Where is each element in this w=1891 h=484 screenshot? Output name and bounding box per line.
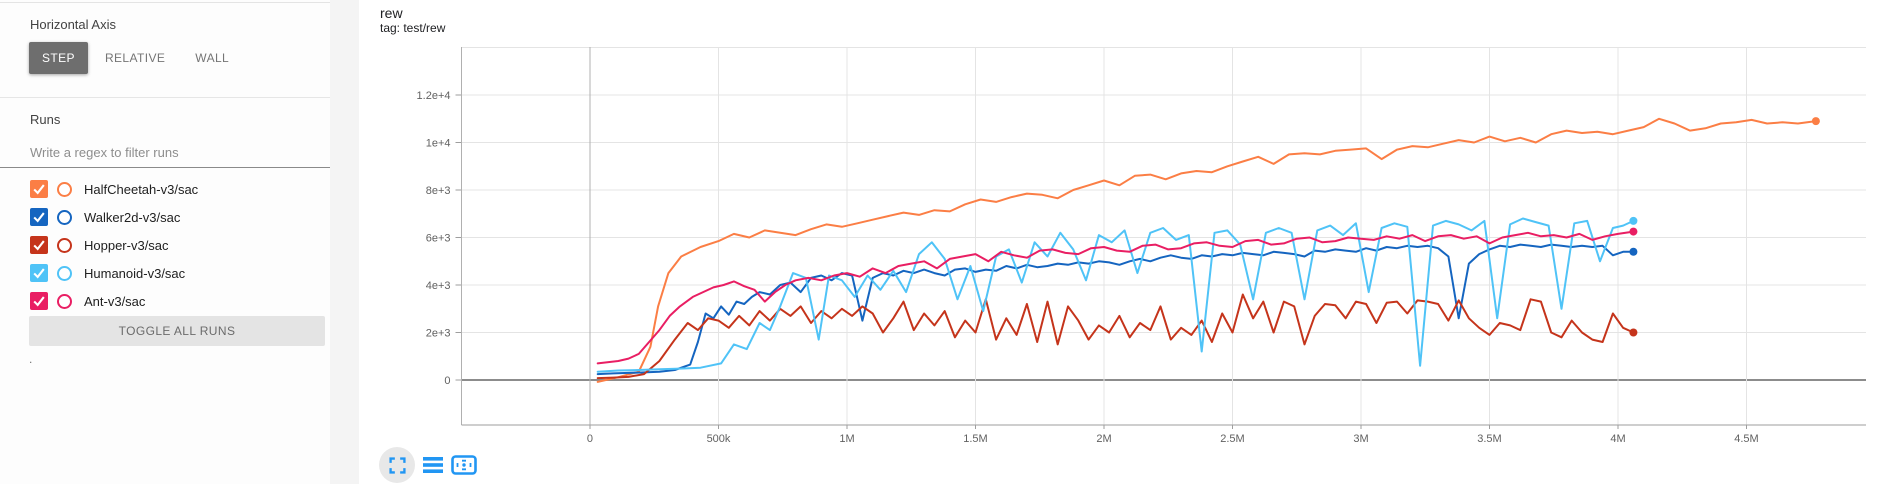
scalar-chart[interactable]: 0 2e+3 4e+3 6e+3 8e+3 1e+4 1.2e+4 0 500k 1M 1.5M 2M… <box>359 0 1891 484</box>
series-end-dot <box>1811 117 1820 126</box>
run-checkbox-icon[interactable] <box>30 208 48 226</box>
runs-list: HalfCheetah-v3/sac Walker2d-v3/sac Hopper-… <box>0 175 330 315</box>
run-filter-field <box>0 140 330 168</box>
axis-mode-step-button[interactable]: STEP <box>29 42 88 74</box>
axis-mode-wall-button[interactable]: WALL <box>182 42 242 74</box>
run-row[interactable]: Humanoid-v3/sac <box>0 259 330 287</box>
chart-toolbar <box>379 447 477 483</box>
series-line[interactable] <box>596 293 1635 380</box>
run-label: Walker2d-v3/sac <box>84 209 181 225</box>
runs-heading: Runs <box>30 112 61 127</box>
series-end-dot <box>1629 216 1638 225</box>
series-end-dot <box>1629 328 1638 337</box>
run-checkbox-icon[interactable] <box>30 180 48 198</box>
log-scale-icon[interactable] <box>420 447 446 483</box>
expand-icon[interactable] <box>379 447 415 483</box>
section-divider <box>0 97 330 98</box>
toggle-all-runs-button[interactable]: TOGGLE ALL RUNS <box>29 316 325 346</box>
run-label: HalfCheetah-v3/sac <box>84 181 199 197</box>
axis-mode-relative-button[interactable]: RELATIVE <box>92 42 178 74</box>
x-tick-label: 0 <box>587 433 593 445</box>
run-row[interactable]: Ant-v3/sac <box>0 287 330 315</box>
chart-card: rew tag: test/rew 0 2e+3 4e+3 6e+3 8e+3 1e+4 1… <box>359 0 1891 484</box>
run-color-radio-icon[interactable] <box>57 237 72 253</box>
run-checkbox-icon[interactable] <box>30 264 48 282</box>
y-tick-label: 6e+3 <box>426 233 451 245</box>
x-tick-label: 500k <box>707 433 731 445</box>
x-tick-label: 3M <box>1353 433 1368 445</box>
run-checkbox-icon[interactable] <box>30 236 48 254</box>
series-end-dot <box>1629 227 1638 236</box>
run-label: Humanoid-v3/sac <box>84 265 186 281</box>
x-tick-label: 1.5M <box>963 433 987 445</box>
sidebar-footnote: . <box>29 352 33 366</box>
horizontal-axis-heading: Horizontal Axis <box>30 17 116 32</box>
y-tick-label: 0 <box>444 375 450 387</box>
run-color-radio-icon[interactable] <box>57 265 72 281</box>
series-line[interactable] <box>596 117 1817 383</box>
sidebar-top-divider <box>0 2 330 3</box>
x-tick-label: 3.5M <box>1477 433 1501 445</box>
y-tick-label: 4e+3 <box>426 280 451 292</box>
run-row[interactable]: Walker2d-v3/sac <box>0 203 330 231</box>
series-end-dot <box>1629 247 1638 256</box>
sidebar-main-gap <box>330 0 359 484</box>
run-checkbox-icon[interactable] <box>30 292 48 310</box>
y-tick-label: 1e+4 <box>426 138 451 150</box>
y-tick-label: 8e+3 <box>426 185 451 197</box>
x-tick-label: 1M <box>839 433 854 445</box>
fit-domain-icon[interactable] <box>451 447 477 483</box>
chart-title: rew <box>380 5 403 21</box>
x-tick-label: 2M <box>1096 433 1111 445</box>
run-color-radio-icon[interactable] <box>57 181 72 197</box>
run-color-radio-icon[interactable] <box>57 293 72 309</box>
run-filter-input[interactable] <box>0 140 330 167</box>
series-line[interactable] <box>596 230 1635 365</box>
run-label: Ant-v3/sac <box>84 293 146 309</box>
run-row[interactable]: HalfCheetah-v3/sac <box>0 175 330 203</box>
chart-tag: tag: test/rew <box>380 21 446 35</box>
x-tick-label: 4M <box>1610 433 1625 445</box>
series-line[interactable] <box>596 243 1635 376</box>
horizontal-axis-mode-group: STEP RELATIVE WALL <box>29 42 242 74</box>
x-tick-label: 2.5M <box>1220 433 1244 445</box>
run-row[interactable]: Hopper-v3/sac <box>0 231 330 259</box>
y-tick-label: 2e+3 <box>426 328 451 340</box>
run-color-radio-icon[interactable] <box>57 209 72 225</box>
run-label: Hopper-v3/sac <box>84 237 169 253</box>
x-tick-label: 4.5M <box>1734 433 1758 445</box>
y-tick-label: 1.2e+4 <box>417 90 451 102</box>
